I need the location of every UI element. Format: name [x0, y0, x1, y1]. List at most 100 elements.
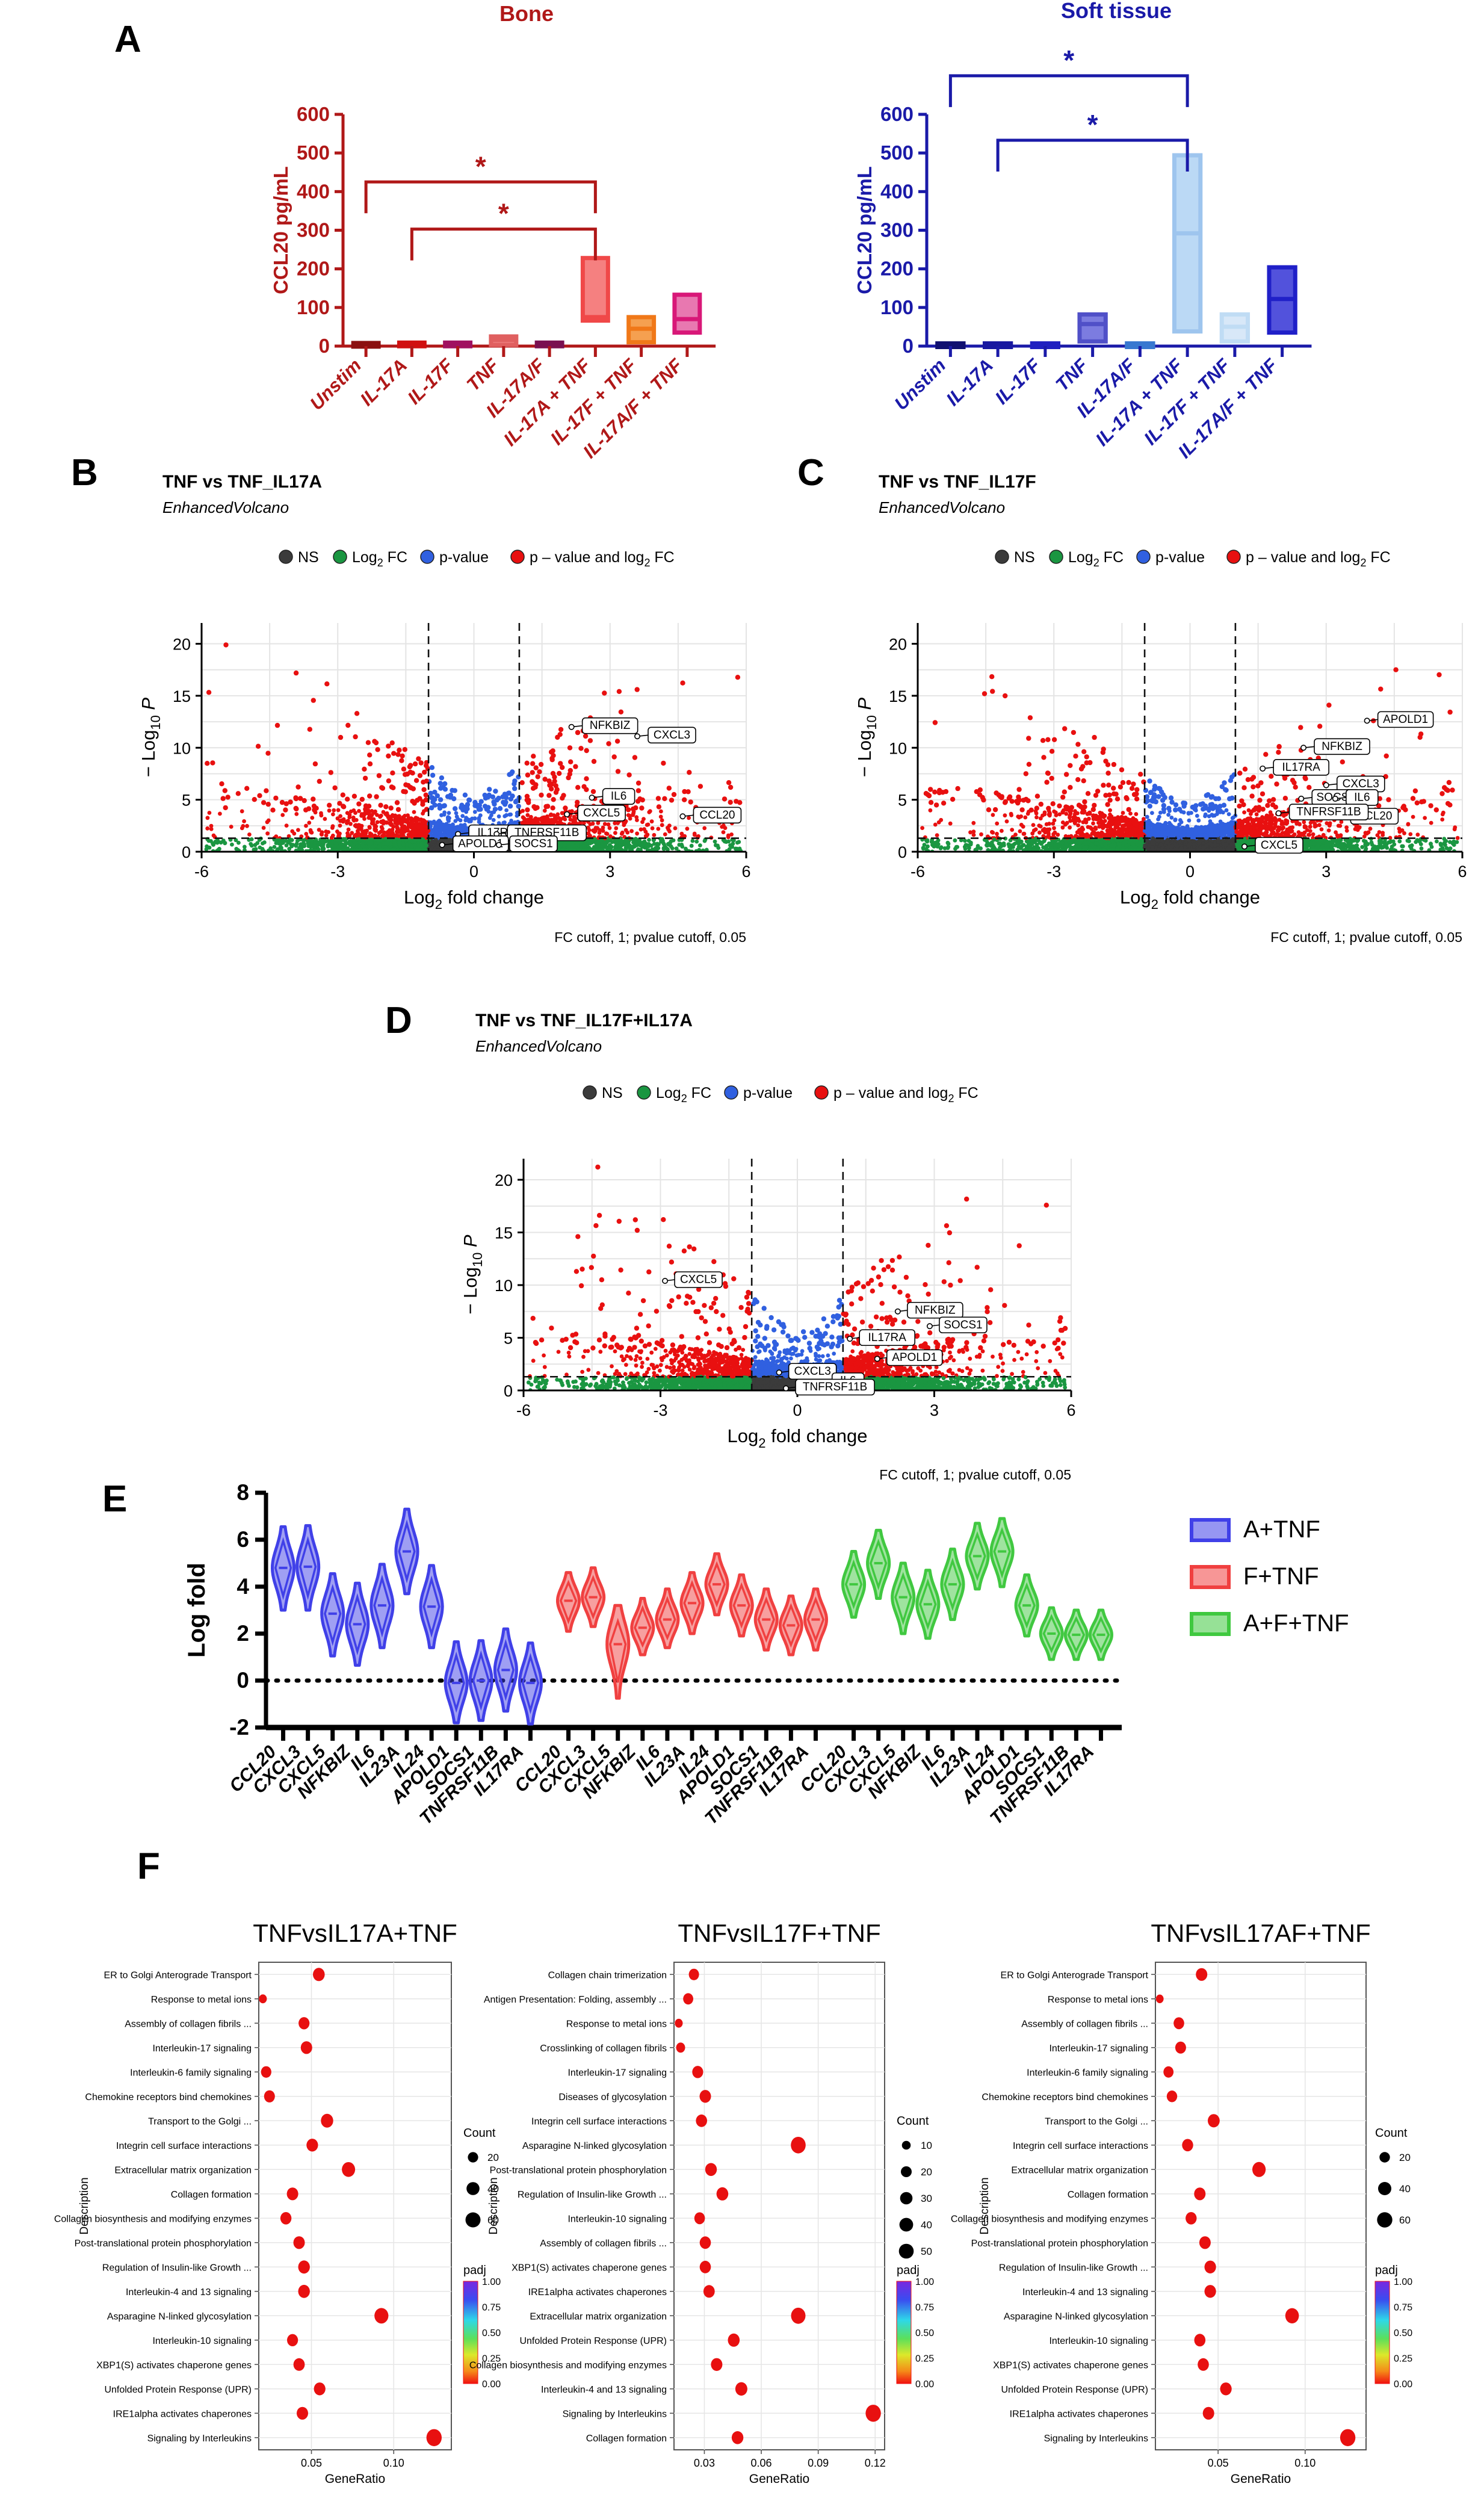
- volcano-point: [661, 760, 666, 766]
- volcano-point: [274, 841, 279, 845]
- volcano-point: [240, 809, 244, 814]
- significance-bracket: [410, 228, 597, 261]
- volcano-point: [618, 709, 624, 714]
- volcano-point: [428, 790, 433, 796]
- volcano-point: [395, 752, 401, 757]
- volcano-point: [288, 799, 293, 805]
- box-rect: [534, 340, 564, 349]
- x-tick-label: Unstim: [306, 355, 365, 414]
- volcano-point: [493, 789, 498, 794]
- legend-label: p – value and log2 FC: [530, 549, 675, 569]
- legend-swatch: [279, 550, 293, 564]
- volcano-point: [660, 823, 664, 828]
- volcano-point: [722, 796, 728, 802]
- volcano-point: [543, 804, 549, 810]
- volcano-point: [429, 795, 434, 801]
- volcano-point: [284, 823, 289, 828]
- volcano-point: [553, 783, 558, 789]
- volcano-point: [206, 690, 212, 695]
- volcano-point: [697, 784, 703, 789]
- volcano-point: [442, 787, 448, 792]
- volcano-point: [274, 722, 280, 728]
- volcano-point: [332, 785, 338, 791]
- volcano-point: [510, 793, 515, 799]
- volcano-point: [491, 818, 496, 822]
- volcano-point: [702, 826, 707, 831]
- volcano-point: [616, 689, 622, 694]
- volcano-point: [685, 789, 691, 795]
- volcano-point: [525, 813, 530, 817]
- volcano-point: [522, 816, 527, 821]
- volcano-point: [617, 846, 622, 851]
- volcano-point: [530, 761, 536, 766]
- volcano-point: [465, 802, 471, 807]
- volcano-point: [465, 806, 470, 811]
- volcano-point: [666, 825, 670, 830]
- box-plot-item: [1172, 153, 1203, 334]
- volcano-point: [383, 804, 389, 810]
- x-tick-label: Unstim: [890, 355, 950, 414]
- volcano-point: [643, 829, 648, 834]
- volcano-point: [599, 841, 604, 846]
- volcano-point: [365, 740, 371, 745]
- volcano-point: [635, 831, 639, 836]
- volcano-point: [417, 818, 422, 822]
- volcano-point: [273, 795, 279, 801]
- volcano-point: [507, 804, 513, 809]
- volcano-point: [551, 813, 556, 817]
- volcano-point: [439, 775, 445, 781]
- volcano-point: [573, 764, 578, 769]
- volcano-point: [606, 822, 611, 827]
- volcano-point: [737, 840, 741, 844]
- volcano-point: [348, 822, 353, 826]
- box-rect: [672, 293, 702, 335]
- volcano-point: [586, 831, 590, 836]
- y-tick-label: 0: [319, 335, 330, 357]
- volcano-point: [437, 802, 442, 808]
- volcano-point: [496, 814, 501, 819]
- volcano-point: [309, 829, 313, 834]
- volcano-point: [466, 798, 472, 803]
- volcano-point: [572, 814, 577, 819]
- panel-letter-e: E: [102, 1478, 128, 1520]
- volcano-point: [694, 839, 699, 844]
- volcano-point: [356, 826, 361, 830]
- volcano-point: [377, 831, 382, 835]
- volcano-point: [421, 787, 427, 792]
- volcano-point: [656, 826, 661, 831]
- volcano-point: [295, 838, 300, 843]
- volcano-point: [229, 825, 233, 829]
- volcano-point: [350, 831, 354, 835]
- volcano-point: [484, 807, 489, 812]
- volcano-point: [430, 772, 436, 778]
- volcano-point: [555, 812, 560, 817]
- volcano-point: [698, 843, 702, 848]
- volcano-point: [324, 833, 329, 838]
- volcano-point: [625, 807, 631, 813]
- volcano-point: [381, 810, 386, 814]
- volcano-point: [563, 817, 567, 822]
- volcano-point: [716, 843, 720, 848]
- volcano-point: [647, 837, 651, 842]
- volcano-point: [323, 817, 327, 821]
- significance-brackets: **: [948, 45, 1189, 172]
- volcano-point: [726, 835, 731, 840]
- y-tick-label: 400: [880, 180, 914, 202]
- volcano-point: [456, 817, 460, 822]
- volcano-point: [581, 784, 587, 789]
- volcano-point: [351, 844, 356, 848]
- volcano-point: [375, 820, 380, 825]
- volcano-point: [377, 844, 382, 849]
- volcano-point: [362, 775, 368, 781]
- volcano-point: [286, 840, 291, 845]
- volcano-point: [735, 675, 741, 680]
- volcano-point: [497, 806, 503, 811]
- volcano-point: [391, 785, 396, 790]
- volcano-point: [265, 751, 271, 756]
- volcano-point: [509, 771, 514, 776]
- volcano-point: [460, 814, 465, 818]
- volcano-point: [345, 722, 351, 728]
- volcano-point: [338, 814, 342, 819]
